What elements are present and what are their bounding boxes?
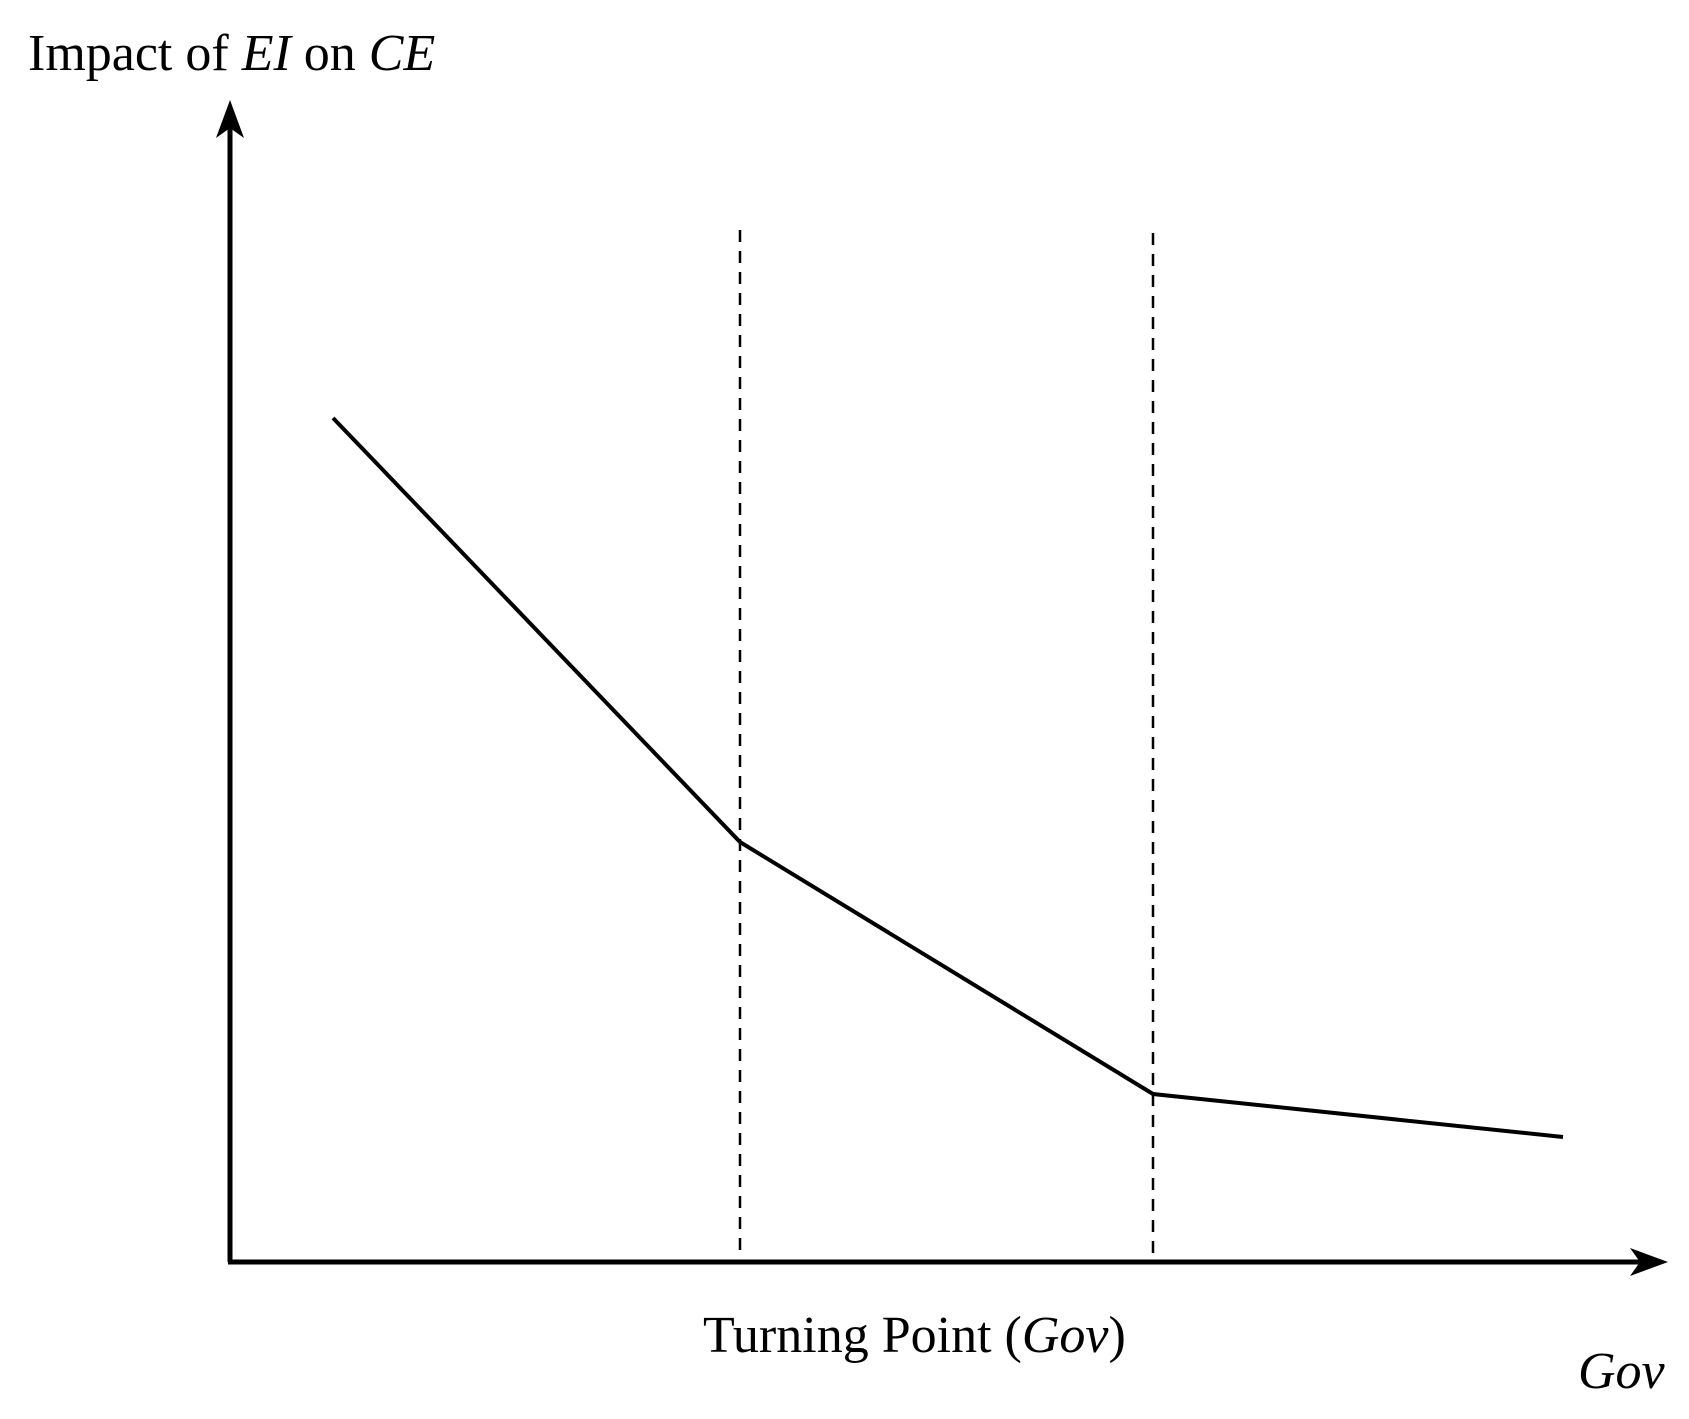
y-axis-arrowhead [216,100,244,138]
y-axis-label: Impact of EI on CE [28,25,435,82]
x-axis-label: Gov [1578,1343,1666,1400]
turning-point-label: Turning Point (Gov) [703,1307,1126,1364]
x-axis-arrowhead [1630,1248,1668,1276]
impact-curve [331,416,1564,1139]
